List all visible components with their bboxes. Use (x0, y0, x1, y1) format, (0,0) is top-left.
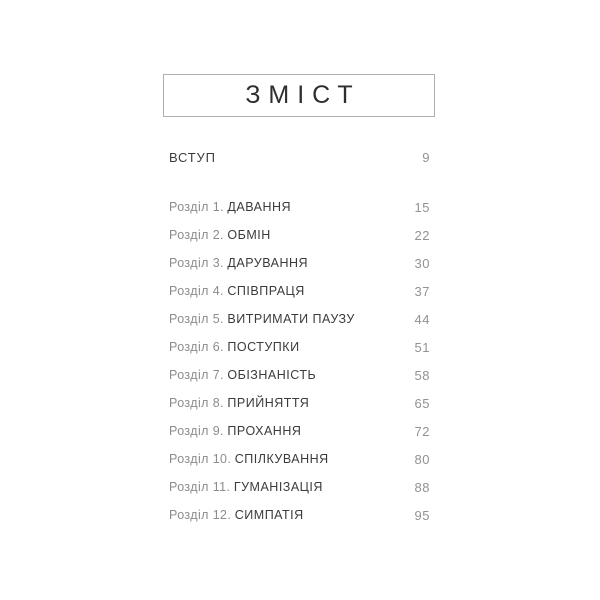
entry-chapter-prefix: Розділ 7. (169, 368, 224, 382)
entry-chapter-title: ОБМІН (227, 228, 271, 242)
toc-entry-row: Розділ 2. ОБМІН 22 (163, 221, 435, 249)
entry-text: Розділ 4. СПІВПРАЦЯ (169, 284, 305, 298)
entry-page-number: 95 (414, 507, 430, 523)
toc-entry-row: Розділ 4. СПІВПРАЦЯ 37 (163, 277, 435, 305)
entry-chapter-title: ВИТРИМАТИ ПАУЗУ (227, 312, 355, 326)
entry-page-number: 15 (414, 199, 430, 215)
toc-entry-row: Розділ 8. ПРИЙНЯТТЯ 65 (163, 389, 435, 417)
toc-entry-row: Розділ 10. СПІЛКУВАННЯ 80 (163, 445, 435, 473)
entry-chapter-prefix: Розділ 1. (169, 200, 224, 214)
entry-chapter-prefix: Розділ 11. (169, 480, 231, 494)
toc-entries-list: Розділ 1. ДАВАННЯ 15 Розділ 2. ОБМІН 22 … (163, 193, 435, 529)
entry-chapter-prefix: Розділ 9. (169, 424, 224, 438)
entry-chapter-title: ОБІЗНАНІСТЬ (227, 368, 317, 382)
entry-chapter-title: СИМПАТІЯ (234, 508, 304, 522)
toc-entry-row: Розділ 5. ВИТРИМАТИ ПАУЗУ 44 (163, 305, 435, 333)
entry-page-number: 80 (414, 451, 430, 467)
toc-entry-row: Розділ 3. ДАРУВАННЯ 30 (163, 249, 435, 277)
entry-chapter-prefix: Розділ 4. (169, 284, 224, 298)
entry-chapter-title: ПОСТУПКИ (227, 340, 300, 354)
entry-text: Розділ 8. ПРИЙНЯТТЯ (169, 396, 309, 410)
entry-chapter-title: ПРОХАННЯ (227, 424, 302, 438)
toc-entry-row: Розділ 11. ГУМАНІЗАЦІЯ 88 (163, 473, 435, 501)
entry-chapter-prefix: Розділ 8. (169, 396, 224, 410)
entry-page-number: 37 (414, 283, 430, 299)
entry-text: Розділ 9. ПРОХАННЯ (169, 424, 301, 438)
entry-text: Розділ 5. ВИТРИМАТИ ПАУЗУ (169, 312, 355, 326)
entry-text: Розділ 6. ПОСТУПКИ (169, 340, 300, 354)
toc-entry-row: Розділ 1. ДАВАННЯ 15 (163, 193, 435, 221)
intro-page-number: 9 (422, 149, 430, 165)
toc-column: ЗМІСТ ВСТУП 9 Розділ 1. ДАВАННЯ 15 Розді… (163, 74, 435, 529)
toc-entry-row: Розділ 12. СИМПАТІЯ 95 (163, 501, 435, 529)
entry-page-number: 58 (414, 367, 430, 383)
entry-text: Розділ 1. ДАВАННЯ (169, 200, 291, 214)
entry-chapter-title: ПРИЙНЯТТЯ (227, 396, 310, 410)
toc-entry-row: Розділ 6. ПОСТУПКИ 51 (163, 333, 435, 361)
entry-page-number: 72 (414, 423, 430, 439)
entry-chapter-prefix: Розділ 3. (169, 256, 224, 270)
entry-page-number: 51 (414, 339, 430, 355)
entry-text: Розділ 2. ОБМІН (169, 228, 271, 242)
entry-text: Розділ 11. ГУМАНІЗАЦІЯ (169, 480, 323, 494)
entry-chapter-prefix: Розділ 2. (169, 228, 224, 242)
entry-text: Розділ 3. ДАРУВАННЯ (169, 256, 308, 270)
entry-text: Розділ 10. СПІЛКУВАННЯ (169, 452, 329, 466)
toc-title: ЗМІСТ (245, 81, 361, 109)
toc-intro-row: ВСТУП 9 (163, 143, 435, 171)
entry-chapter-prefix: Розділ 6. (169, 340, 224, 354)
entry-chapter-prefix: Розділ 10. (169, 452, 232, 466)
toc-title-box: ЗМІСТ (163, 74, 435, 117)
entry-page-number: 65 (414, 395, 430, 411)
entry-page-number: 22 (414, 227, 430, 243)
entry-chapter-title: ДАРУВАННЯ (227, 256, 309, 270)
intro-label: ВСТУП (169, 149, 216, 165)
entry-chapter-title: ГУМАНІЗАЦІЯ (233, 480, 323, 494)
entry-page-number: 30 (414, 255, 430, 271)
entry-text: Розділ 12. СИМПАТІЯ (169, 508, 304, 522)
entry-chapter-prefix: Розділ 12. (169, 508, 232, 522)
entry-chapter-prefix: Розділ 5. (169, 312, 224, 326)
entry-text: Розділ 7. ОБІЗНАНІСТЬ (169, 368, 316, 382)
entry-page-number: 88 (414, 479, 430, 495)
entry-chapter-title: СПІЛКУВАННЯ (234, 452, 329, 466)
toc-entry-row: Розділ 9. ПРОХАННЯ 72 (163, 417, 435, 445)
entry-chapter-title: СПІВПРАЦЯ (227, 284, 305, 298)
entry-page-number: 44 (414, 311, 430, 327)
toc-entry-row: Розділ 7. ОБІЗНАНІСТЬ 58 (163, 361, 435, 389)
entry-chapter-title: ДАВАННЯ (227, 200, 292, 214)
